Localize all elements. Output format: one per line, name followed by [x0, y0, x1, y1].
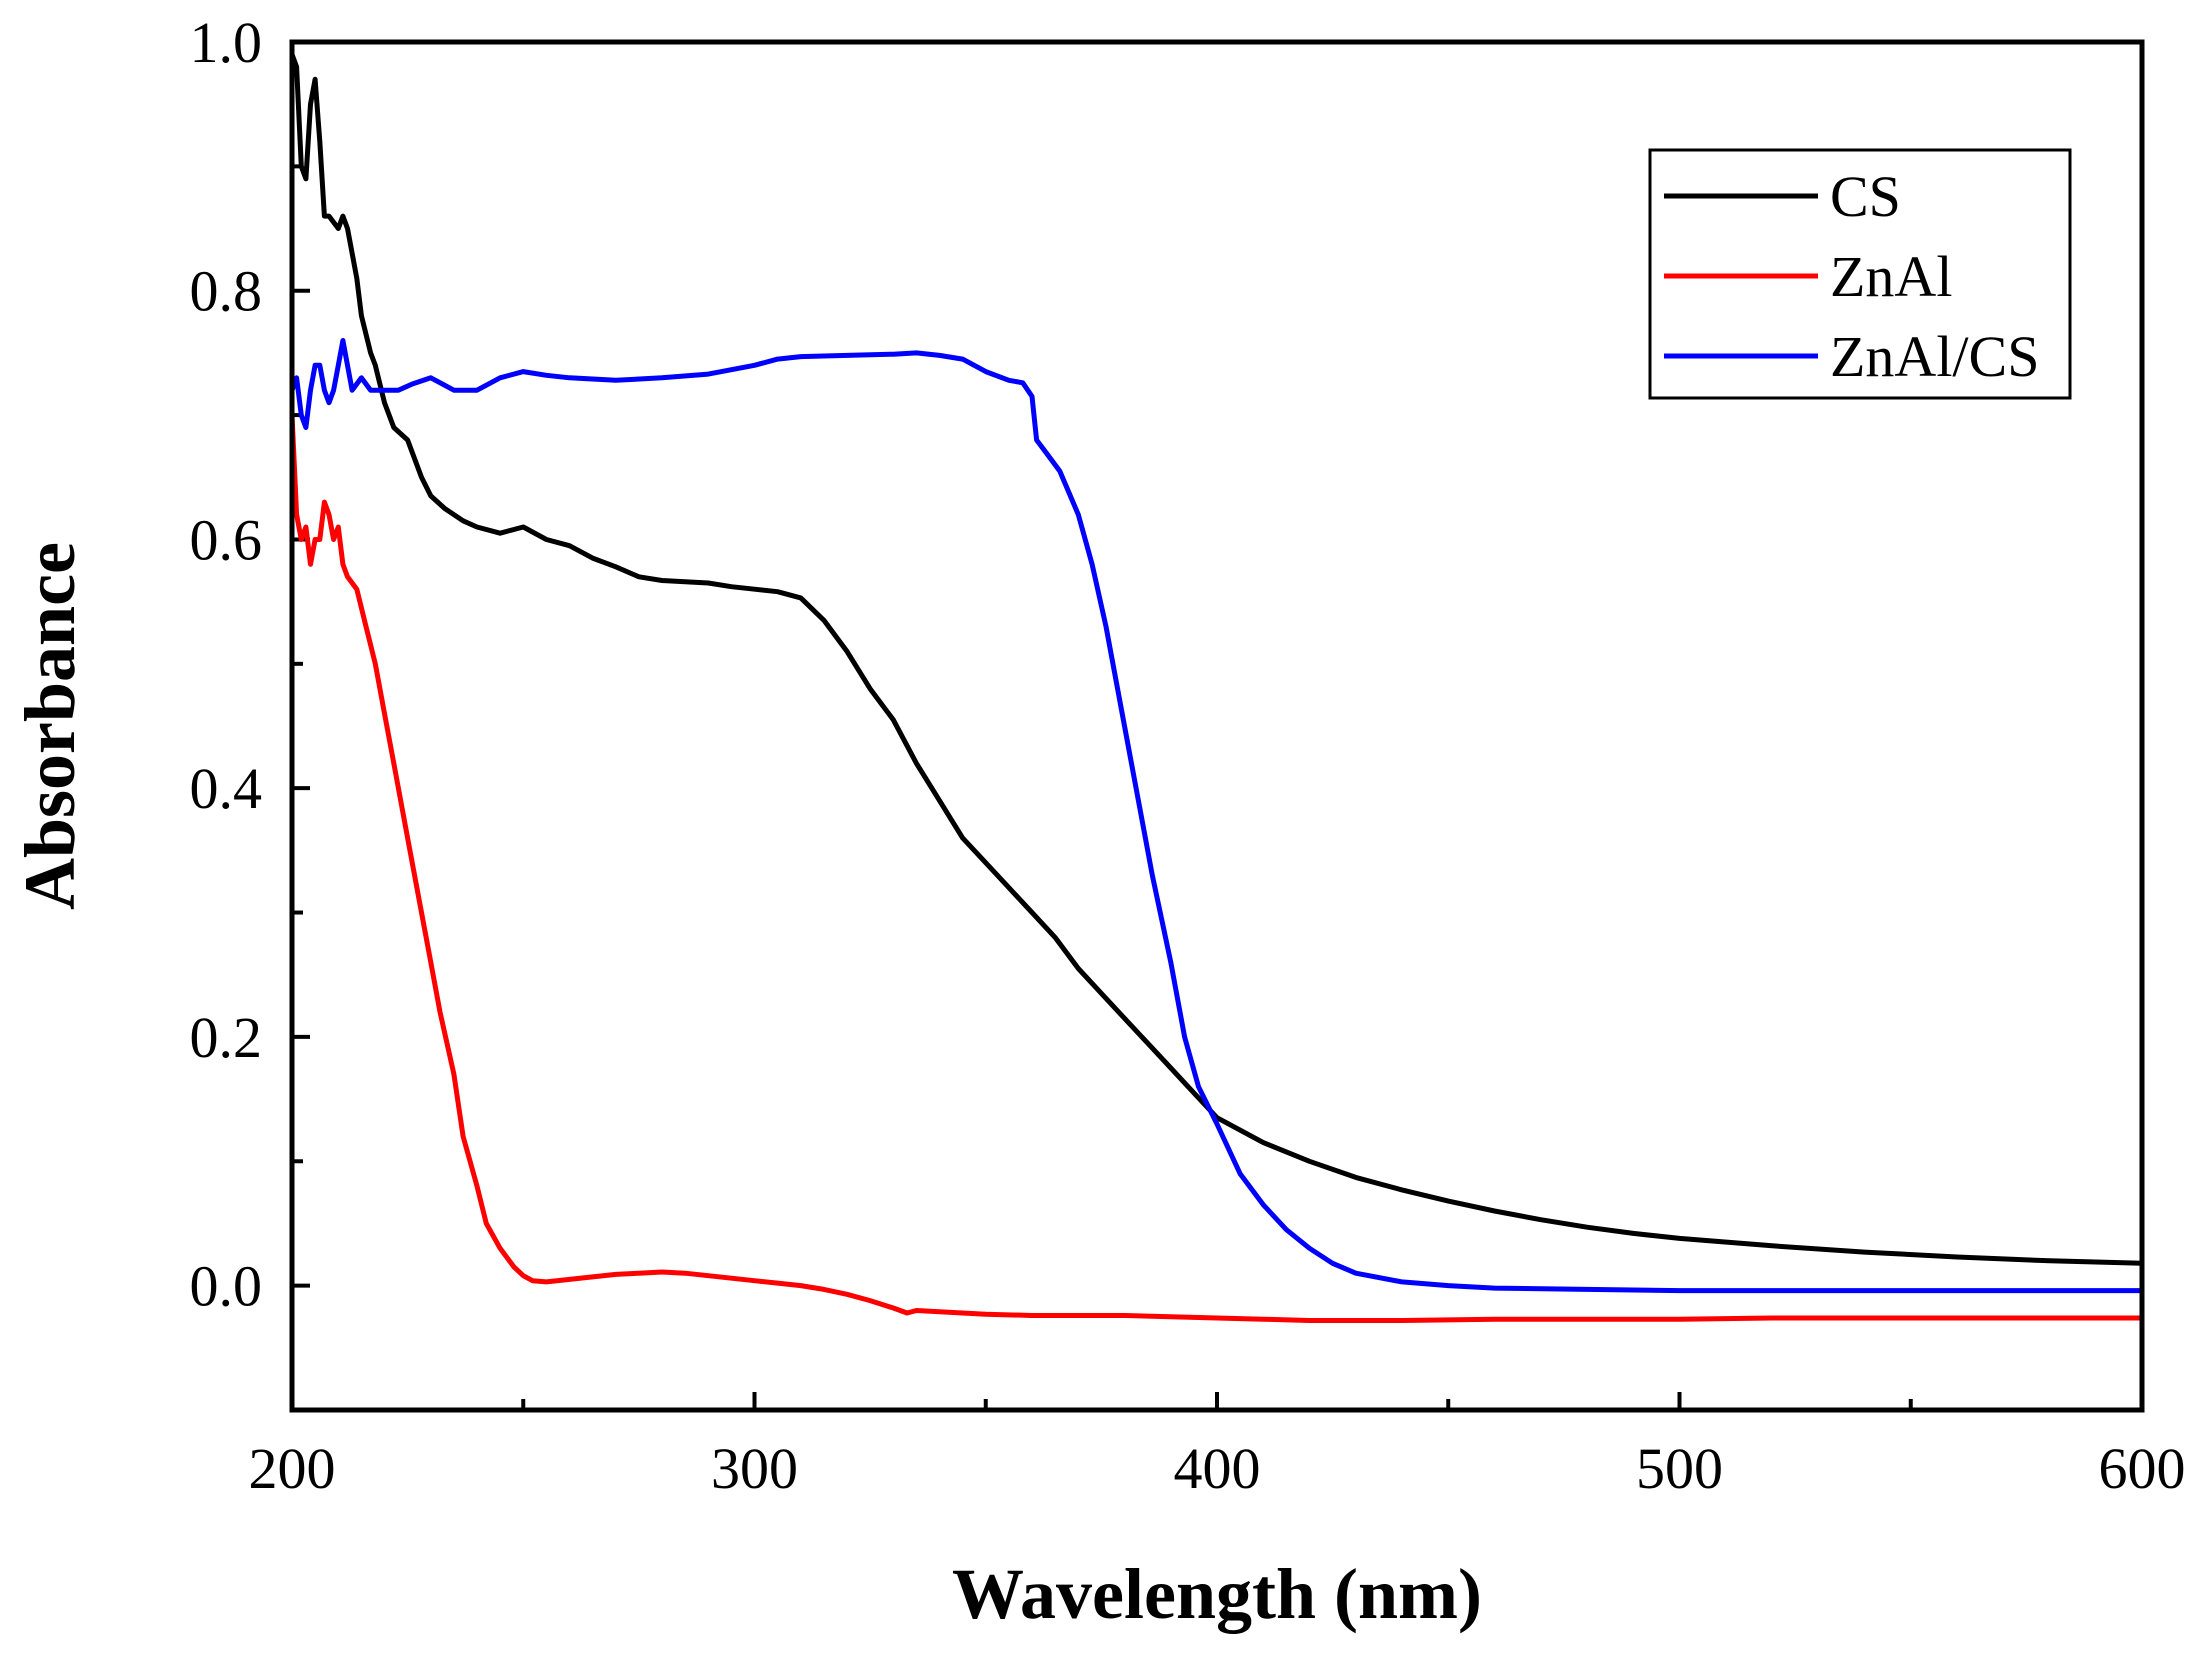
y-tick-label: 0.0: [190, 1254, 263, 1319]
series-line-znal-cs: [292, 338, 2142, 1294]
legend-label-cs: CS: [1830, 164, 1901, 229]
x-tick-label: 400: [1174, 1436, 1261, 1501]
x-tick-label: 500: [1636, 1436, 1723, 1501]
y-tick-label: 0.4: [190, 756, 263, 821]
y-tick-label: 1.0: [190, 10, 263, 75]
series-line-cs: [292, 53, 2142, 1266]
series-lines: [292, 53, 2142, 1323]
y-axis-title: Absorbance: [10, 542, 90, 910]
y-tick-label: 0.2: [190, 1005, 263, 1070]
y-tick-label: 0.6: [190, 507, 263, 572]
legend-label-znal: ZnAl: [1830, 244, 1952, 309]
y-tick-label: 0.8: [190, 259, 263, 324]
legend-label-znal-cs: ZnAl/CS: [1830, 324, 2040, 389]
legend: CS ZnAl ZnAl/CS: [1648, 148, 2072, 400]
x-tick-label: 600: [2099, 1436, 2186, 1501]
x-axis-title: Wavelength (nm): [952, 1554, 1482, 1634]
x-tick-label: 300: [711, 1436, 798, 1501]
plot-frame: [289, 39, 2145, 1413]
x-tick-label: 200: [249, 1436, 336, 1501]
tick-labels: 200 300 400 500 600 0.0 0.2 0.4 0.6 0.8 1.0: [190, 10, 2186, 1501]
series-line-znal: [292, 414, 2142, 1323]
